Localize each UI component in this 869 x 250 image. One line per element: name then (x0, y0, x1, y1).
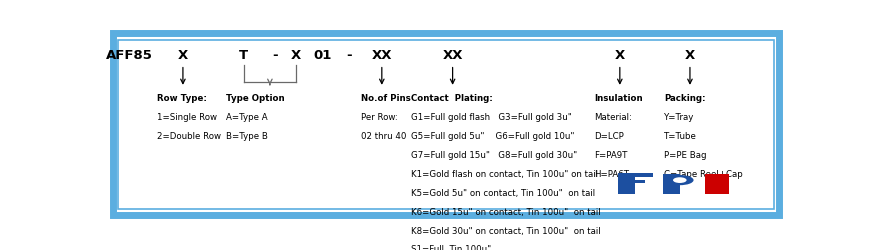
Text: Packing:: Packing: (664, 94, 705, 104)
Text: XX: XX (441, 48, 462, 62)
Text: 2=Double Row: 2=Double Row (157, 132, 221, 141)
Text: Type Option: Type Option (226, 94, 284, 104)
FancyBboxPatch shape (118, 40, 773, 209)
Text: T: T (239, 48, 248, 62)
Text: Contact  Plating:: Contact Plating: (410, 94, 492, 104)
Text: -: - (272, 48, 278, 62)
FancyBboxPatch shape (704, 174, 728, 194)
FancyBboxPatch shape (617, 180, 645, 183)
Text: H=PA6T: H=PA6T (594, 170, 628, 179)
Text: Insulation: Insulation (594, 94, 642, 104)
Text: No.of Pins: No.of Pins (361, 94, 410, 104)
FancyBboxPatch shape (113, 33, 778, 215)
Text: F=PA9T: F=PA9T (594, 151, 627, 160)
Text: 02 thru 40: 02 thru 40 (361, 132, 406, 141)
Text: AFF85: AFF85 (105, 48, 152, 62)
Text: X: X (291, 48, 301, 62)
FancyBboxPatch shape (617, 174, 634, 194)
Text: -: - (346, 48, 351, 62)
Text: K8=Gold 30u" on contact, Tin 100u"  on tail: K8=Gold 30u" on contact, Tin 100u" on ta… (410, 226, 600, 235)
Text: T=Tube: T=Tube (664, 132, 696, 141)
Text: X: X (684, 48, 694, 62)
Text: C=Tape Reel+Cap: C=Tape Reel+Cap (664, 170, 742, 179)
Text: Material:: Material: (594, 113, 632, 122)
Text: B=Type B: B=Type B (226, 132, 268, 141)
FancyBboxPatch shape (662, 174, 679, 194)
Text: Y=Tray: Y=Tray (664, 113, 694, 122)
Text: G1=Full gold flash   G3=Full gold 3u": G1=Full gold flash G3=Full gold 3u" (410, 113, 571, 122)
Text: 1=Single Row: 1=Single Row (157, 113, 217, 122)
Ellipse shape (666, 175, 693, 185)
Text: K5=Gold 5u" on contact, Tin 100u"  on tail: K5=Gold 5u" on contact, Tin 100u" on tai… (410, 189, 594, 198)
Text: X: X (614, 48, 624, 62)
Text: G7=Full gold 15u"   G8=Full gold 30u": G7=Full gold 15u" G8=Full gold 30u" (410, 151, 576, 160)
Text: X: X (177, 48, 188, 62)
Text: G5=Full gold 5u"    G6=Full gold 10u": G5=Full gold 5u" G6=Full gold 10u" (410, 132, 574, 141)
Ellipse shape (673, 177, 686, 183)
Text: D=LCP: D=LCP (594, 132, 623, 141)
Text: K1=Gold flash on contact, Tin 100u" on tail: K1=Gold flash on contact, Tin 100u" on t… (410, 170, 597, 179)
Text: K6=Gold 15u" on contact, Tin 100u"  on tail: K6=Gold 15u" on contact, Tin 100u" on ta… (410, 208, 600, 217)
Text: S1=Full  Tin 100u": S1=Full Tin 100u" (410, 246, 490, 250)
Text: P=PE Bag: P=PE Bag (664, 151, 706, 160)
Text: 01: 01 (313, 48, 331, 62)
FancyBboxPatch shape (617, 173, 653, 177)
Text: A=Type A: A=Type A (226, 113, 268, 122)
Text: XX: XX (371, 48, 392, 62)
Text: Row Type:: Row Type: (157, 94, 207, 104)
Text: Per Row:: Per Row: (361, 113, 397, 122)
